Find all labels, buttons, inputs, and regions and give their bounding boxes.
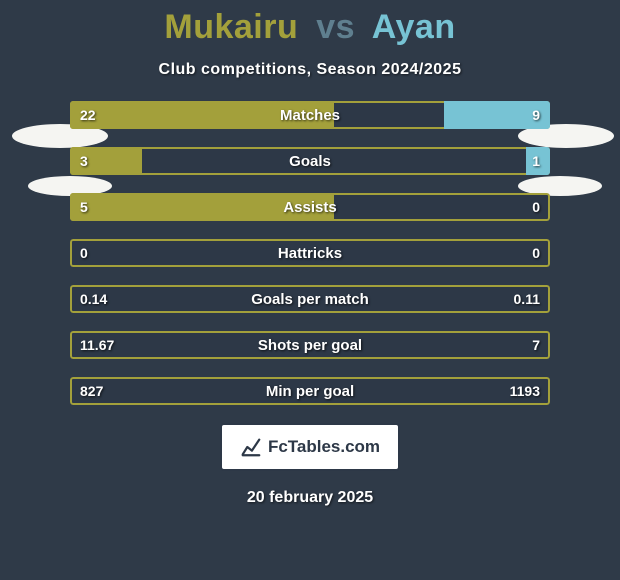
stat-value-left: 3 (70, 147, 98, 175)
stats-panel: 229Matches31Goals50Assists00Hattricks0.1… (70, 101, 550, 405)
comparison-widget: Mukairu vs Ayan Club competitions, Seaso… (0, 0, 620, 580)
stat-value-left: 827 (70, 377, 113, 405)
footer-date: 20 february 2025 (0, 489, 620, 507)
stat-value-left: 0.14 (70, 285, 117, 313)
fctables-logo[interactable]: FcTables.com (220, 423, 400, 471)
stat-value-right: 0 (522, 193, 550, 221)
stat-value-right: 9 (522, 101, 550, 129)
logo-text: FcTables.com (268, 437, 380, 457)
title-player-right: Ayan (372, 8, 456, 46)
stat-track (70, 239, 550, 267)
stat-row: 229Matches (70, 101, 550, 129)
stat-row: 00Hattricks (70, 239, 550, 267)
stat-row: 50Assists (70, 193, 550, 221)
stat-track (70, 377, 550, 405)
stat-track (70, 285, 550, 313)
page-title: Mukairu vs Ayan (0, 0, 620, 47)
stat-row: 8271193Min per goal (70, 377, 550, 405)
stat-row: 0.140.11Goals per match (70, 285, 550, 313)
stat-value-left: 11.67 (70, 331, 124, 359)
stat-row: 11.677Shots per goal (70, 331, 550, 359)
stat-value-right: 0 (522, 239, 550, 267)
stat-track (70, 147, 550, 175)
stat-track (70, 331, 550, 359)
stat-left-bar (70, 193, 334, 221)
stat-left-bar (70, 101, 334, 129)
title-player-left: Mukairu (164, 8, 298, 46)
subtitle: Club competitions, Season 2024/2025 (0, 61, 620, 79)
title-vs: vs (316, 8, 355, 46)
chart-icon (240, 436, 262, 458)
stat-value-right: 1 (522, 147, 550, 175)
stat-value-left: 5 (70, 193, 98, 221)
stat-value-right: 7 (522, 331, 550, 359)
stat-value-right: 1193 (500, 377, 550, 405)
stat-value-right: 0.11 (504, 285, 550, 313)
stat-value-left: 0 (70, 239, 98, 267)
stat-row: 31Goals (70, 147, 550, 175)
stat-value-left: 22 (70, 101, 106, 129)
